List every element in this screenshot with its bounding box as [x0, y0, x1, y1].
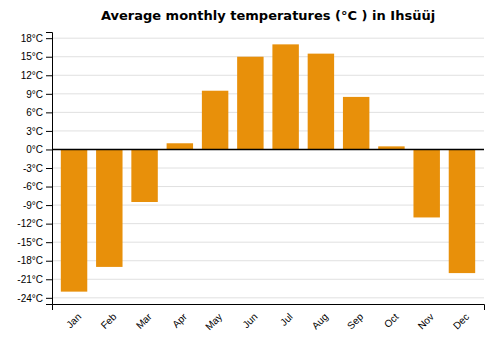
y-tick-label: 18°C	[21, 33, 43, 44]
x-tick: Oct	[382, 311, 401, 330]
bar	[202, 91, 228, 150]
x-tick: Dec	[451, 311, 471, 331]
x-tick-label: Jul	[278, 311, 295, 328]
x-tick-label: Aug	[310, 311, 330, 331]
y-tick-label: -3°C	[23, 163, 43, 174]
y-tick-label: -6°C	[23, 181, 43, 192]
grid-line	[52, 149, 484, 150]
y-tick-mark	[46, 75, 52, 76]
y-tick: -15°C	[17, 237, 52, 248]
y-tick: 3°C	[26, 126, 52, 137]
x-tick-label: Feb	[99, 311, 119, 331]
y-tick-label: 15°C	[21, 51, 43, 62]
y-tick-mark	[46, 224, 52, 225]
y-tick-mark	[46, 112, 52, 113]
grid-line	[52, 112, 484, 113]
y-tick-label: 12°C	[21, 70, 43, 81]
grid-line	[52, 297, 484, 298]
zero-line	[52, 149, 484, 151]
y-tick-mark	[46, 242, 52, 243]
y-tick: -9°C	[23, 200, 52, 211]
x-tick: Mar	[134, 311, 154, 331]
y-tick-label: 3°C	[26, 126, 43, 137]
y-tick: 6°C	[26, 107, 52, 118]
y-tick: -21°C	[17, 274, 52, 285]
y-axis-line	[46, 33, 53, 305]
grid-line	[52, 93, 484, 94]
y-tick-mark	[46, 131, 52, 132]
x-tick: Sep	[345, 311, 366, 332]
x-tick-label: Apr	[170, 311, 189, 330]
y-tick-mark	[46, 149, 52, 150]
x-tick: Feb	[99, 311, 119, 331]
x-tick-label: Nov	[416, 311, 436, 331]
x-tick: Apr	[170, 311, 189, 330]
y-tick: 12°C	[21, 70, 52, 81]
y-tick: 0°C	[26, 144, 52, 155]
y-tick: 18°C	[21, 33, 52, 44]
y-tick: 15°C	[21, 51, 52, 62]
plot-area: -24°C -21°C -18°C -15°C -12°C -9°C -6°C -3°C 0°C…	[17, 33, 484, 333]
x-tick-label: Oct	[382, 311, 401, 330]
y-tick-mark	[46, 298, 52, 299]
y-tick-mark	[46, 279, 52, 280]
grid-line	[52, 75, 484, 76]
x-tick: Jul	[278, 311, 295, 328]
y-tick: -3°C	[23, 163, 52, 174]
bars	[61, 44, 475, 291]
y-tick: -24°C	[17, 293, 52, 304]
y-tick-label: 6°C	[26, 107, 43, 118]
x-axis-line	[53, 305, 485, 311]
bar	[413, 149, 439, 217]
bar	[167, 143, 193, 149]
y-tick-label: 9°C	[26, 89, 43, 100]
bar	[272, 44, 298, 149]
y-tick: -18°C	[17, 255, 52, 266]
bar	[96, 149, 122, 266]
y-tick-label: -12°C	[17, 218, 43, 229]
title: Average monthly temperatures (°C ) in Ih…	[101, 8, 435, 23]
y-tick: 9°C	[26, 89, 52, 100]
x-tick: Jun	[240, 311, 259, 330]
x-tick-label: Dec	[451, 311, 471, 331]
y-tick-label: -9°C	[23, 200, 43, 211]
x-tick-label: Jun	[240, 311, 259, 330]
y-tick-mark	[46, 94, 52, 95]
y-tick-label: -21°C	[17, 274, 43, 285]
x-tick-label: Mar	[134, 311, 154, 331]
y-tick-mark	[46, 187, 52, 188]
x-tick: Jan	[64, 311, 83, 330]
grid-line	[52, 38, 484, 39]
y-tick-mark	[46, 57, 52, 58]
y-tick: -12°C	[17, 218, 52, 229]
x-tick: Aug	[310, 311, 330, 331]
y-tick-label: 0°C	[26, 144, 43, 155]
y-tick-mark	[46, 261, 52, 262]
bar	[131, 149, 157, 202]
y-tick-label: -24°C	[17, 293, 43, 304]
bar	[343, 97, 369, 150]
y-tick-label: -18°C	[17, 255, 43, 266]
bar	[61, 149, 87, 291]
y-tick-mark	[46, 168, 52, 169]
grid-line	[52, 130, 484, 131]
y-tick-mark	[46, 205, 52, 206]
y-tick-label: -15°C	[17, 237, 43, 248]
y-tick: -6°C	[23, 181, 52, 192]
x-tick-label: May	[203, 311, 224, 332]
x-tick-label: Sep	[345, 311, 366, 332]
y-tick-mark	[46, 38, 52, 39]
x-axis: Jan Feb Mar Apr May Jun Jul Aug Sep Oct Nov Dec	[53, 305, 485, 333]
grid-line	[52, 56, 484, 57]
bar	[308, 54, 334, 150]
x-tick: May	[203, 311, 224, 332]
x-tick: Nov	[416, 311, 436, 331]
y-axis: -24°C -21°C -18°C -15°C -12°C -9°C -6°C -3°C 0°C…	[17, 33, 52, 305]
x-tick-label: Jan	[64, 311, 83, 330]
bar	[449, 149, 475, 273]
chart: -24°C -21°C -18°C -15°C -12°C -9°C -6°C -3°C 0°C…	[0, 0, 500, 350]
grid	[52, 38, 484, 298]
grid-line	[52, 279, 484, 280]
bar	[237, 57, 263, 150]
